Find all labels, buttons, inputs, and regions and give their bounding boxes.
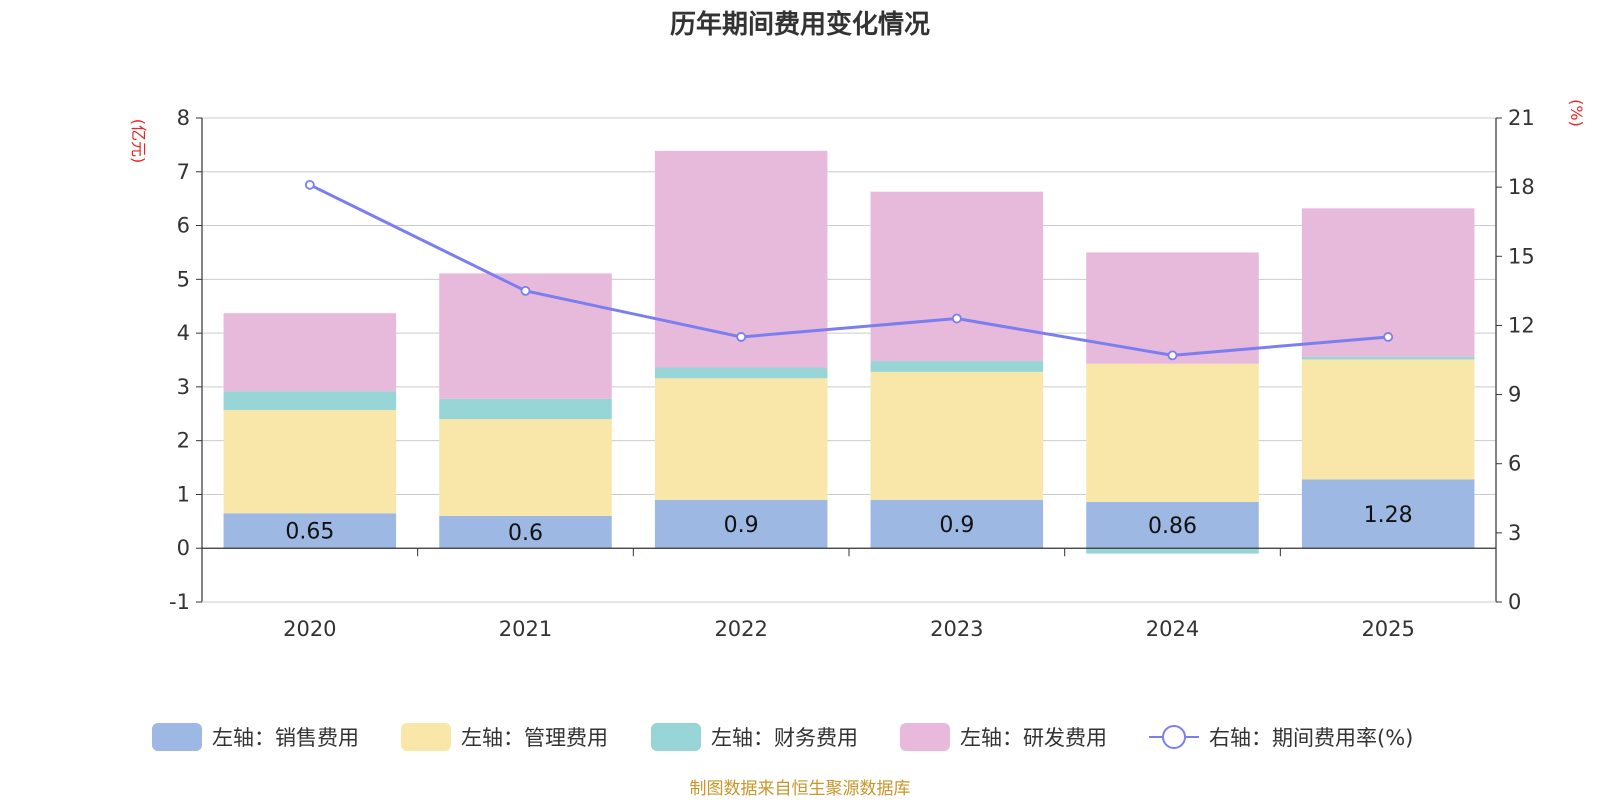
legend: 左轴：销售费用 左轴：管理费用 左轴：财务费用 左轴：研发费用 右轴：期间费用率(%) [152, 723, 1413, 751]
legend-label: 左轴：销售费用 [212, 726, 359, 750]
legend-swatch [401, 723, 451, 751]
right-axis-unit: (%) [1567, 99, 1586, 127]
legend-label: 左轴：研发费用 [960, 726, 1107, 750]
right-tick-label: 18 [1508, 175, 1535, 199]
bar-segment [223, 410, 397, 514]
bar-segment [223, 313, 397, 392]
legend-swatch [900, 723, 950, 751]
right-tick-label: 15 [1508, 244, 1535, 268]
bar-segment [654, 378, 828, 500]
grid-lines [202, 117, 1496, 603]
bar-segment [1301, 208, 1475, 357]
right-tick-label: 21 [1508, 106, 1535, 130]
left-tick-label: 1 [177, 482, 190, 506]
bar-segment [654, 367, 828, 379]
rate-point [736, 332, 747, 342]
bar-value-label: 0.9 [939, 513, 974, 538]
legend-swatch [152, 723, 202, 751]
bar-value-label: 0.9 [724, 513, 759, 538]
rate-point [520, 285, 531, 296]
category-label: 2021 [499, 617, 552, 641]
bar-value-label: 0.6 [508, 521, 543, 546]
category-label: 2022 [714, 617, 767, 641]
bar-segment [439, 515, 612, 549]
right-tick-label: 9 [1508, 383, 1521, 407]
left-tick-label: 7 [177, 160, 190, 184]
bar-segment [1086, 363, 1259, 502]
left-tick-label: 0 [177, 536, 190, 560]
data-source: 制图数据来自恒生聚源数据库 [690, 779, 911, 799]
bar-value-label: 0.86 [1148, 514, 1197, 539]
bar-segment [1086, 252, 1259, 364]
legend-line-marker [1162, 725, 1186, 749]
left-tick-label: 8 [177, 106, 190, 130]
bar-segment [870, 371, 1044, 500]
right-tick-label: 12 [1508, 313, 1535, 337]
bar-segment [223, 513, 397, 549]
bar-segment [439, 419, 612, 516]
right-tick-label: 6 [1508, 452, 1521, 476]
bar-segment [1301, 359, 1475, 480]
legend-label: 左轴：管理费用 [461, 726, 608, 750]
right-tick-label: 3 [1508, 521, 1521, 545]
bar-segment [1301, 479, 1475, 549]
expense-rate-line [304, 179, 1394, 361]
bar-segment [1086, 548, 1259, 554]
category-label: 2025 [1361, 617, 1414, 641]
left-tick-label: 3 [177, 375, 190, 399]
category-label: 2023 [930, 617, 983, 641]
bar-segment [1301, 356, 1475, 360]
bar-value-label: 0.65 [285, 520, 334, 545]
legend-label: 左轴：财务费用 [711, 726, 858, 750]
right-tick-label: 0 [1508, 590, 1521, 614]
left-tick-label: 6 [177, 214, 190, 238]
chart-title: 历年期间费用变化情况 [670, 9, 930, 40]
rate-point [1383, 332, 1394, 342]
bar-segment [654, 499, 828, 549]
rate-point [1167, 350, 1178, 361]
bar-segment [870, 499, 1044, 549]
bar-stacks: 0.65 0.6 0.9 0.9 0.86 1.28 [223, 150, 1475, 554]
bar-value-label: 1.28 [1364, 503, 1413, 528]
left-tick-label: 5 [177, 267, 190, 291]
category-label: 2024 [1146, 617, 1199, 641]
rate-point [304, 179, 315, 190]
left-tick-label: 4 [177, 321, 190, 345]
left-tick-label: 2 [177, 429, 190, 453]
left-tick-label: -1 [169, 590, 190, 614]
bar-segment [870, 191, 1044, 362]
legend-swatch [651, 723, 701, 751]
bar-segment [1086, 501, 1259, 549]
legend-label: 右轴：期间费用率(%) [1209, 726, 1413, 750]
rate-line-path [309, 183, 1389, 357]
left-axis-unit: (亿元) [129, 119, 148, 164]
bar-segment [223, 391, 397, 411]
bar-segment [439, 398, 612, 420]
rate-point [951, 313, 962, 324]
category-label: 2020 [283, 617, 336, 641]
bar-segment [870, 361, 1044, 372]
